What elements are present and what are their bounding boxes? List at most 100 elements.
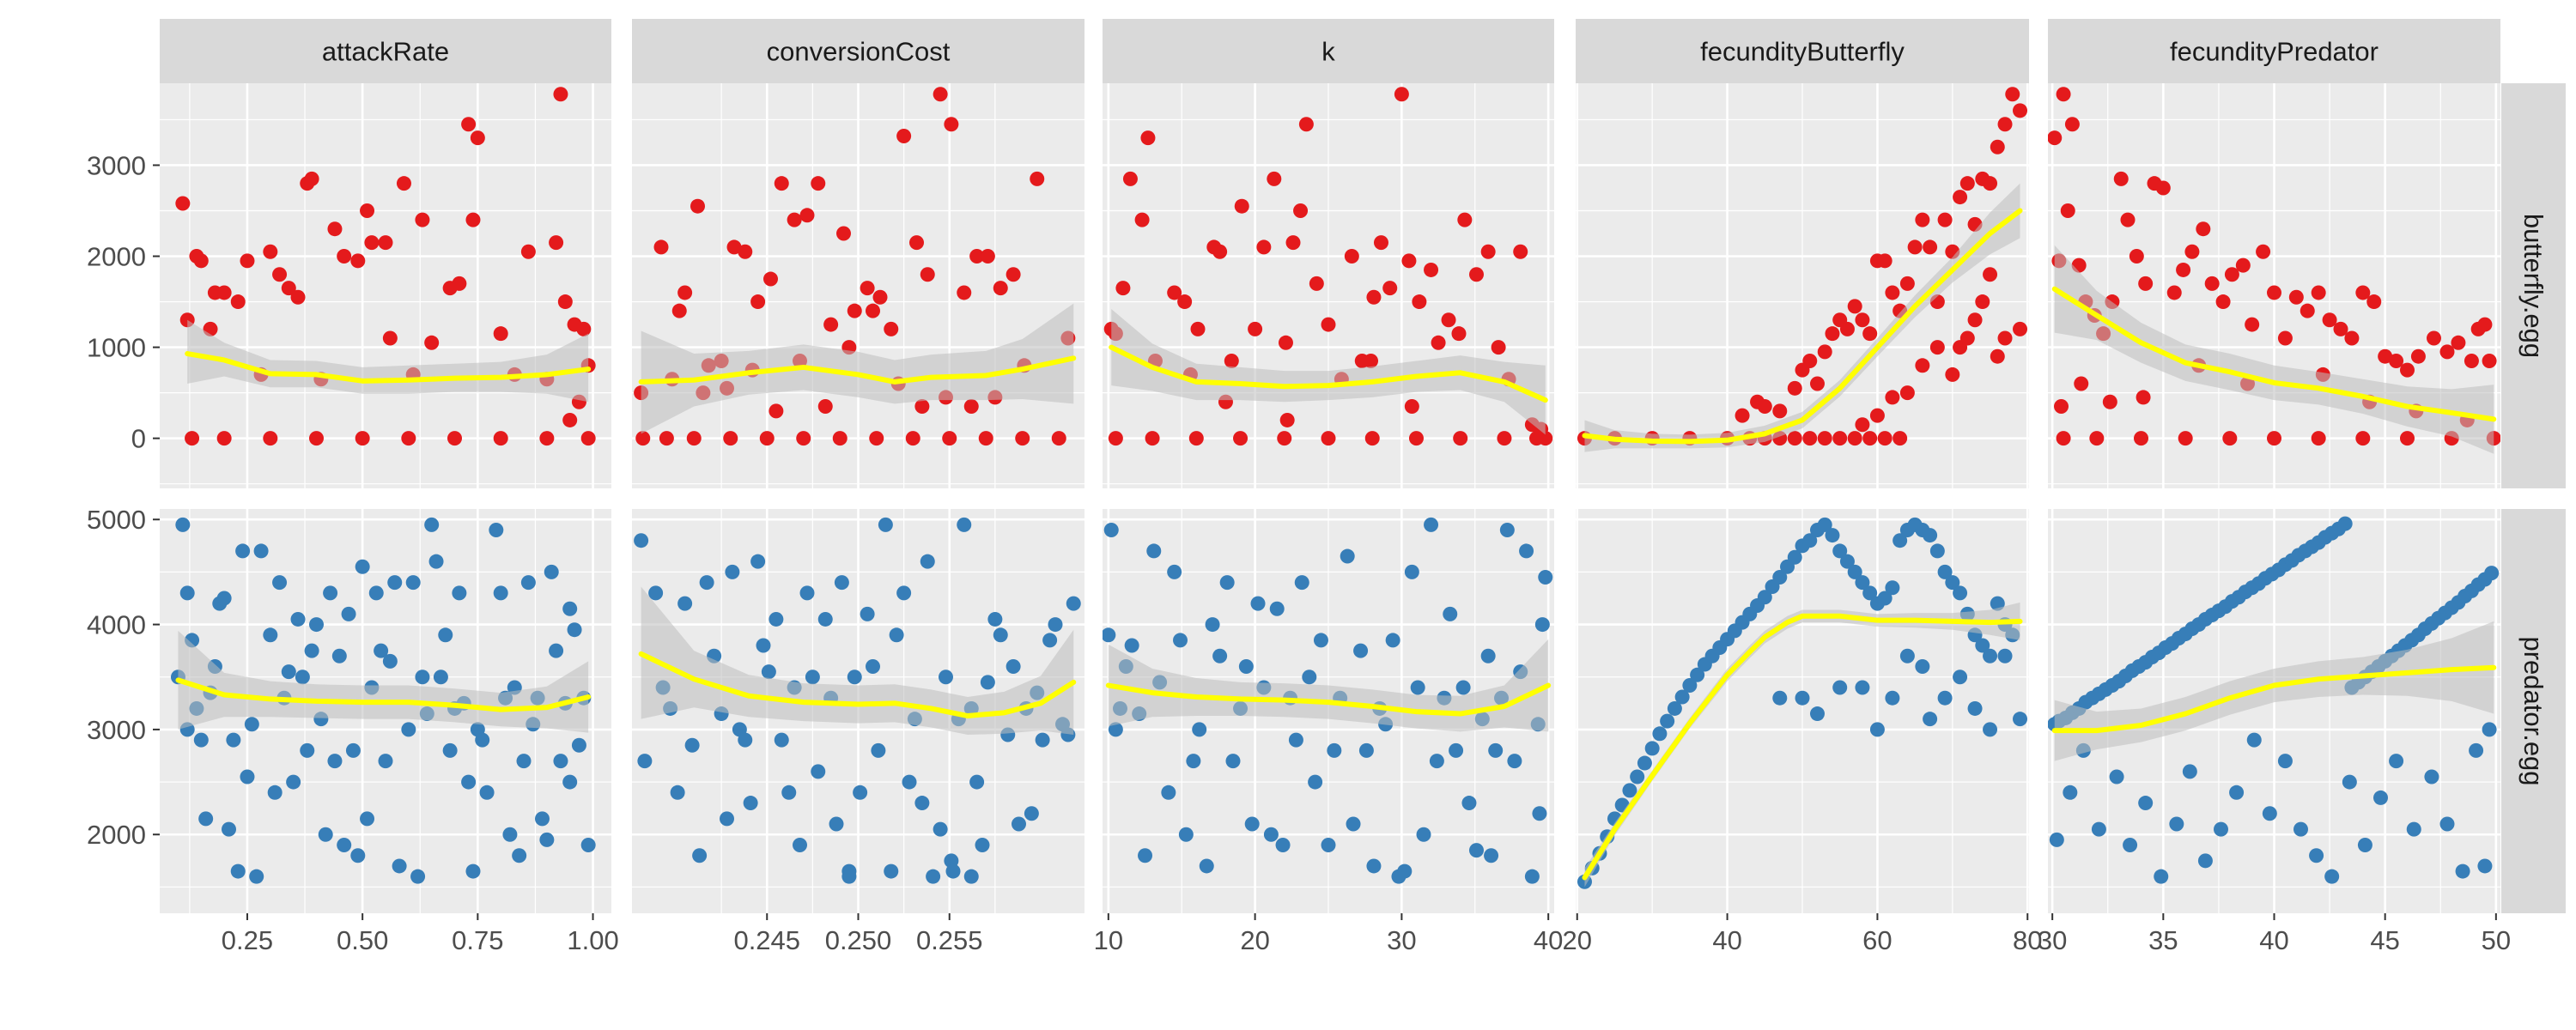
data-point [1412, 294, 1427, 310]
data-point [957, 517, 972, 532]
data-point [805, 670, 820, 685]
data-point [1173, 633, 1188, 648]
data-point [350, 848, 366, 863]
data-point [2013, 321, 2028, 336]
data-point [447, 431, 463, 446]
data-point [914, 399, 930, 415]
data-point [648, 585, 664, 601]
data-point [240, 769, 255, 785]
y-tick-label: 2000 [87, 242, 146, 272]
smooth-line [638, 355, 1077, 385]
data-point [1140, 130, 1156, 146]
data-point [1869, 722, 1885, 737]
data-point [723, 431, 738, 446]
data-point [1893, 533, 1908, 548]
data-point [345, 742, 361, 758]
data-point [832, 431, 848, 446]
data-point [1923, 239, 1938, 255]
data-point [1293, 203, 1309, 218]
data-point [580, 837, 596, 852]
data-point [889, 627, 904, 643]
data-point [1983, 267, 1998, 282]
data-point [2389, 354, 2404, 369]
data-point [461, 774, 477, 790]
data-point [1455, 680, 1471, 695]
data-point [869, 431, 884, 446]
data-point [1488, 742, 1504, 758]
data-point [670, 785, 685, 800]
data-point [1394, 87, 1409, 102]
data-point [1484, 848, 1499, 863]
data-point [1190, 321, 1206, 336]
data-point [2060, 203, 2075, 218]
data-point [1480, 244, 1496, 259]
data-point [1832, 543, 1848, 559]
data-point [286, 774, 301, 790]
data-point [2222, 431, 2238, 446]
data-point [1288, 732, 1303, 748]
data-point [1855, 417, 1870, 433]
data-point [2277, 754, 2293, 769]
data-point [884, 863, 899, 879]
data-point [557, 294, 573, 310]
data-point [2049, 832, 2064, 847]
data-point [1269, 601, 1285, 616]
data-point [1885, 580, 1900, 596]
data-point [1825, 326, 1840, 342]
data-point [1167, 285, 1182, 300]
confidence-ribbon [641, 303, 1074, 434]
data-point [2311, 285, 2326, 300]
data-point [834, 575, 849, 591]
data-point [1219, 575, 1235, 591]
data-point [493, 326, 508, 342]
data-point [1035, 732, 1050, 748]
data-point [2166, 285, 2182, 300]
data-point [2355, 431, 2371, 446]
data-point [1899, 385, 1915, 401]
data-point [1983, 722, 1998, 737]
data-point [318, 827, 333, 842]
data-point [2322, 312, 2337, 328]
data-point [799, 585, 815, 601]
data-point [1847, 564, 1862, 579]
data-point [263, 431, 278, 446]
data-point [860, 281, 875, 296]
data-point [327, 754, 343, 769]
data-point [2154, 869, 2169, 884]
data-point [1937, 690, 1953, 706]
data-point [1967, 700, 1983, 716]
data-point [781, 785, 797, 800]
data-point [872, 289, 888, 305]
data-point [1885, 690, 1900, 706]
facet-label-attackrate: attackRate [322, 37, 449, 67]
data-point [2048, 130, 2063, 146]
smooth-line [2051, 664, 2497, 734]
data-point [2214, 821, 2228, 837]
data-point [1757, 399, 1772, 415]
data-point [327, 221, 343, 237]
data-point [290, 611, 306, 627]
x-tick-label: 30 [1387, 925, 1416, 955]
data-point [1451, 326, 1467, 342]
data-point [1298, 117, 1314, 132]
data-point [1652, 726, 1668, 742]
data-point [769, 611, 784, 627]
data-point [2182, 764, 2197, 779]
facet-label-predator-egg: predator.egg [2518, 636, 2549, 785]
data-point [2245, 317, 2260, 332]
data-point [2123, 837, 2138, 852]
data-point [1108, 431, 1123, 446]
data-point [2138, 796, 2154, 811]
data-point [387, 575, 403, 591]
data-point [438, 627, 453, 643]
data-point [1937, 564, 1953, 579]
data-point [774, 732, 789, 748]
data-point [684, 737, 700, 753]
data-point [2288, 289, 2304, 305]
data-point [378, 235, 393, 251]
data-point [944, 117, 959, 132]
data-point [562, 601, 578, 616]
data-point [374, 643, 389, 658]
